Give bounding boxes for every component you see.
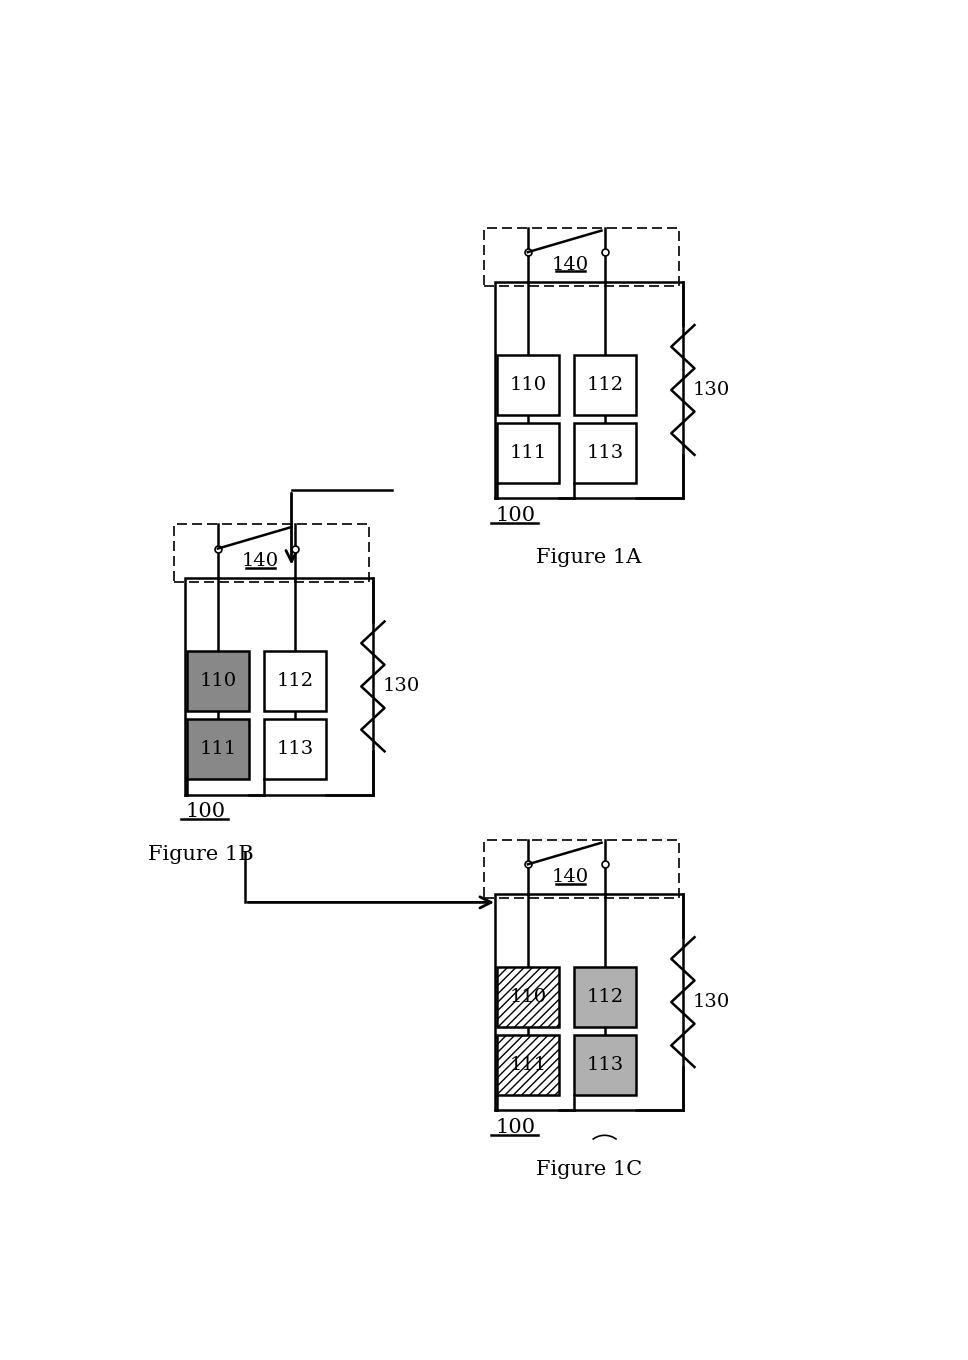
Text: 140: 140 xyxy=(242,552,279,570)
Text: 111: 111 xyxy=(199,740,236,758)
Text: 112: 112 xyxy=(277,672,314,691)
Text: 113: 113 xyxy=(277,740,314,758)
Bar xyxy=(497,967,559,1027)
Text: 130: 130 xyxy=(692,381,730,398)
Bar xyxy=(264,719,326,779)
Bar xyxy=(574,967,636,1027)
Text: Figure 1C: Figure 1C xyxy=(536,1160,642,1179)
Text: 100: 100 xyxy=(185,802,226,821)
Bar xyxy=(173,525,369,582)
Text: 140: 140 xyxy=(552,868,590,887)
Text: 130: 130 xyxy=(692,993,730,1010)
Text: 140: 140 xyxy=(552,256,590,273)
Bar xyxy=(497,1035,559,1095)
Text: 130: 130 xyxy=(382,677,419,695)
Bar xyxy=(187,651,249,711)
Bar xyxy=(264,651,326,711)
Text: 110: 110 xyxy=(509,375,547,394)
Bar xyxy=(497,423,559,483)
Text: 110: 110 xyxy=(509,989,547,1006)
Text: 100: 100 xyxy=(496,1118,535,1137)
Text: 110: 110 xyxy=(199,672,236,691)
Text: Figure 1B: Figure 1B xyxy=(148,845,254,864)
Text: 111: 111 xyxy=(509,1055,547,1074)
Bar xyxy=(484,228,679,286)
Bar xyxy=(497,355,559,415)
Bar xyxy=(496,894,682,1110)
Text: 111: 111 xyxy=(509,443,547,462)
Text: 113: 113 xyxy=(587,1055,624,1074)
Text: 100: 100 xyxy=(496,506,535,525)
Bar xyxy=(574,1035,636,1095)
Bar xyxy=(574,423,636,483)
Text: 112: 112 xyxy=(587,375,624,394)
Bar xyxy=(185,578,373,794)
Bar xyxy=(484,840,679,898)
Bar xyxy=(574,355,636,415)
Text: 113: 113 xyxy=(587,443,624,462)
Text: 112: 112 xyxy=(587,989,624,1006)
Text: Figure 1A: Figure 1A xyxy=(536,548,642,567)
Bar xyxy=(187,719,249,779)
Bar xyxy=(496,282,682,498)
